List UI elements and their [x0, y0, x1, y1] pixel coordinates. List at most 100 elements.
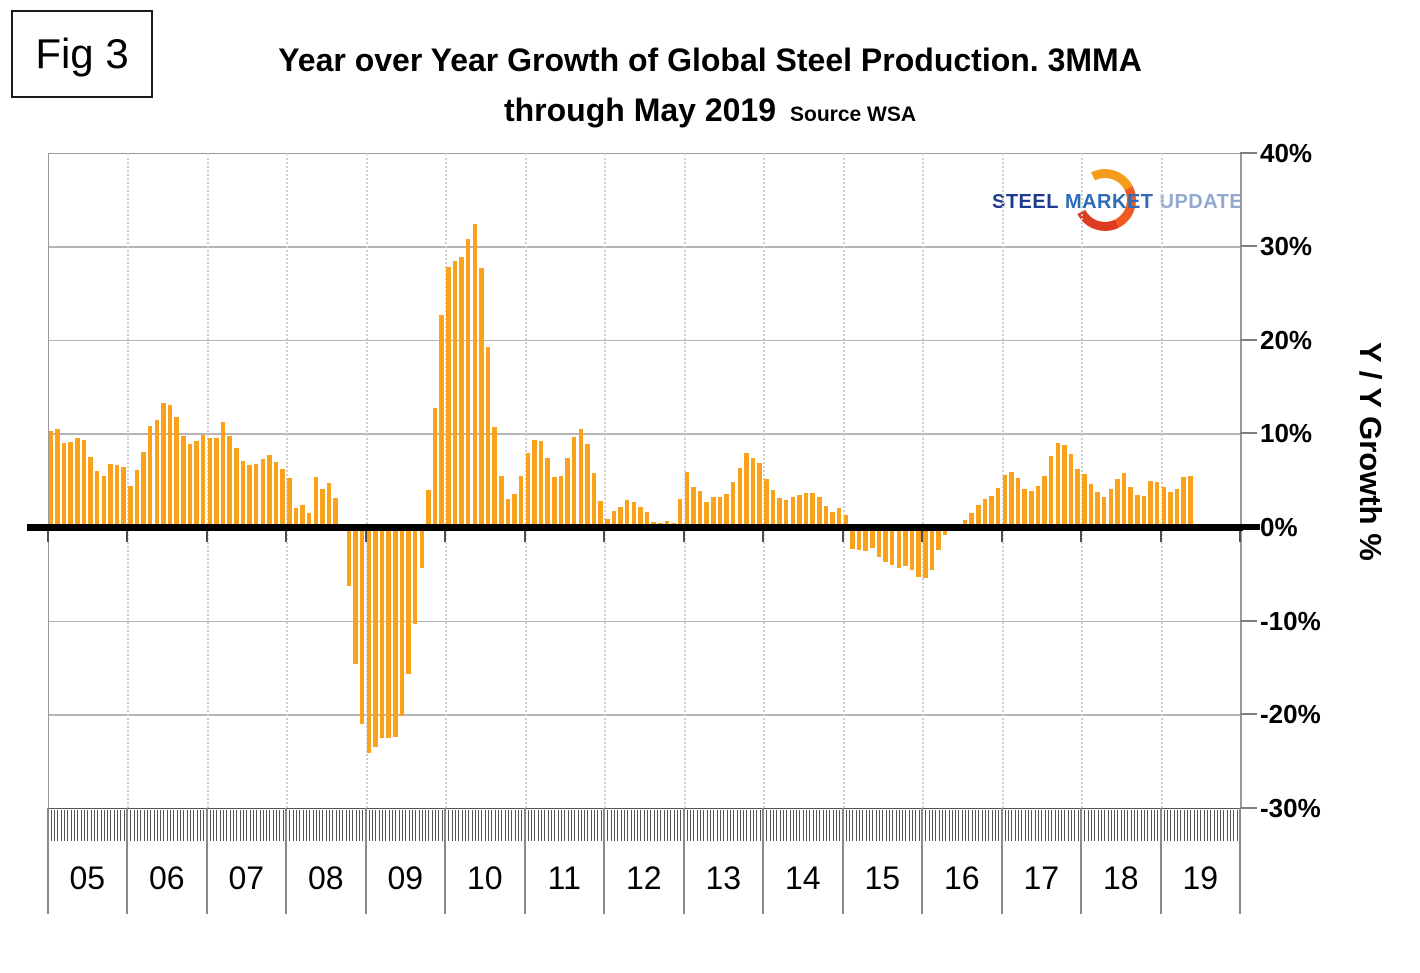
- ruler-tick: [832, 809, 834, 841]
- y-tick: [1240, 432, 1257, 435]
- year-separator: [126, 807, 128, 914]
- ruler-tick: [825, 809, 827, 841]
- ruler-tick: [806, 809, 808, 841]
- bar: [591, 472, 597, 527]
- ruler-tick: [1047, 809, 1049, 841]
- bar: [1154, 482, 1160, 527]
- ruler-tick: [498, 809, 499, 841]
- bar: [1022, 488, 1027, 527]
- ruler-tick: [83, 809, 85, 841]
- ruler-tick: [620, 809, 622, 841]
- bar: [876, 527, 882, 557]
- bar: [962, 519, 968, 527]
- bar: [558, 475, 564, 527]
- bar: [545, 457, 550, 527]
- ruler-tick: [531, 809, 533, 841]
- bar: [161, 403, 166, 527]
- ruler-tick: [829, 809, 831, 841]
- ruler-tick: [1110, 809, 1112, 841]
- figure-label-box: Fig 3: [11, 10, 153, 98]
- ruler-tick: [130, 809, 132, 841]
- ruler-tick: [256, 809, 258, 841]
- ruler-tick: [1024, 809, 1026, 841]
- ruler-tick: [570, 809, 572, 841]
- ruler-tick: [262, 809, 264, 841]
- ruler-tick: [892, 809, 894, 841]
- ruler-tick: [514, 809, 516, 841]
- ruler-tick: [388, 809, 390, 841]
- bar: [108, 464, 113, 527]
- ruler-tick: [1077, 809, 1079, 841]
- ruler-tick: [716, 809, 718, 841]
- gridline-year-dotted: [365, 152, 368, 808]
- bar: [552, 477, 557, 527]
- bar: [300, 505, 305, 527]
- ruler-tick: [696, 809, 698, 841]
- ruler-tick: [693, 809, 695, 841]
- bar: [88, 456, 93, 527]
- ruler-tick: [491, 809, 493, 841]
- bar: [976, 504, 981, 527]
- bar: [147, 425, 153, 527]
- ruler-tick: [700, 809, 702, 841]
- x-axis-year-label: 18: [1102, 859, 1139, 896]
- bar: [260, 458, 266, 527]
- zero-line-year-tick: [841, 530, 844, 542]
- ruler-tick: [769, 809, 771, 841]
- ruler-tick: [703, 809, 705, 841]
- zero-line-year-tick: [1239, 530, 1241, 542]
- x-axis-year-label: 08: [307, 859, 344, 896]
- gridline-year-dotted: [604, 152, 606, 808]
- bar: [936, 527, 941, 551]
- year-separator: [444, 807, 446, 914]
- zero-line-year-tick: [921, 530, 923, 542]
- bar: [1075, 468, 1080, 527]
- bar: [379, 527, 385, 738]
- ruler-tick: [723, 809, 725, 841]
- ruler-tick: [226, 809, 228, 841]
- ruler-tick: [392, 809, 393, 841]
- bar: [333, 497, 338, 527]
- ruler-tick: [971, 809, 973, 841]
- bar: [605, 518, 610, 527]
- ruler-tick: [749, 809, 751, 841]
- bar: [306, 512, 312, 527]
- ruler-tick: [736, 809, 738, 841]
- ruler-tick: [719, 809, 721, 841]
- ruler-tick: [64, 809, 66, 841]
- ruler-tick: [541, 809, 543, 841]
- bar: [492, 426, 497, 527]
- ruler-tick: [1230, 809, 1232, 841]
- y-tick-zero: [1240, 524, 1260, 530]
- bar: [598, 500, 603, 527]
- ruler-tick: [418, 809, 420, 841]
- ruler-tick: [345, 809, 347, 841]
- ruler-tick: [438, 809, 440, 841]
- ruler-tick: [249, 809, 251, 841]
- bar: [1148, 481, 1153, 527]
- ruler-tick: [845, 809, 847, 841]
- bar: [724, 494, 729, 527]
- ruler-tick: [958, 809, 960, 841]
- ruler-tick: [776, 809, 778, 841]
- zero-line: [27, 523, 1243, 531]
- ruler-tick: [1233, 809, 1235, 841]
- logo-word-update: UPDATE: [1159, 191, 1244, 213]
- bar: [585, 443, 590, 527]
- bar: [770, 490, 776, 527]
- year-separator: [364, 807, 367, 914]
- ruler-tick: [136, 809, 138, 841]
- ruler-tick: [266, 809, 268, 841]
- bar: [128, 485, 133, 527]
- bar: [167, 405, 173, 527]
- ruler-tick: [60, 809, 62, 841]
- bar: [532, 439, 537, 527]
- gridline-horizontal: [47, 433, 1240, 435]
- ruler-tick: [802, 809, 804, 841]
- ruler-tick: [478, 809, 480, 841]
- bar: [472, 223, 478, 527]
- bar: [253, 464, 259, 527]
- ruler-tick: [90, 809, 92, 841]
- ruler-tick: [1140, 809, 1142, 841]
- ruler-tick: [1223, 809, 1225, 841]
